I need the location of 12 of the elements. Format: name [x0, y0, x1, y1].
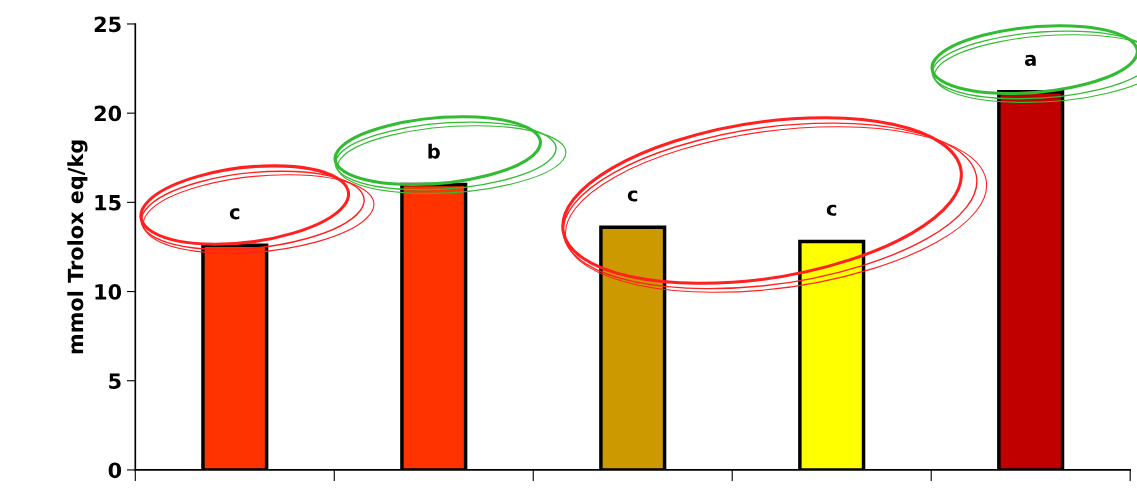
y-tick-label: 5: [109, 373, 121, 389]
y-tick-label: 15: [95, 195, 121, 211]
annotation: c: [826, 204, 837, 216]
annotation: a: [1024, 54, 1036, 66]
annotation: b: [428, 143, 440, 159]
y-tick-label: 10: [95, 283, 122, 300]
y-tick-label: 20: [94, 105, 122, 122]
y-tick-label: 0: [108, 462, 122, 479]
annotation: c: [229, 208, 240, 220]
y-axis-title: mmol Trolox eq/kg: [67, 140, 88, 354]
y-tick-label: 25: [94, 16, 121, 33]
annotation: c: [627, 190, 638, 202]
